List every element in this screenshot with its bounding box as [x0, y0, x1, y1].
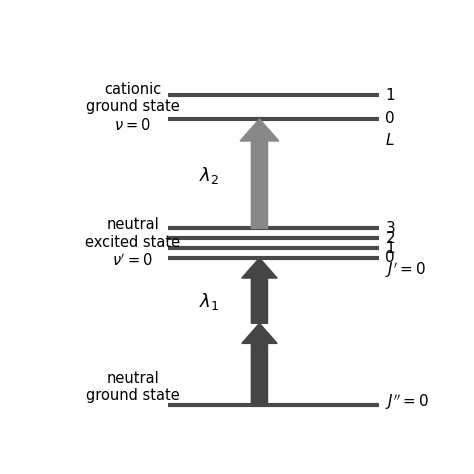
Text: 3: 3 [385, 221, 395, 236]
Text: 1: 1 [385, 241, 395, 255]
Text: L: L [385, 133, 394, 148]
Text: 0: 0 [385, 250, 395, 265]
Text: $\lambda_2$: $\lambda_2$ [199, 165, 219, 186]
Text: neutral
ground state: neutral ground state [86, 371, 180, 403]
Text: $J^{\prime} = 0$: $J^{\prime} = 0$ [385, 261, 426, 280]
Polygon shape [242, 258, 277, 323]
Text: cationic
ground state
$\nu = 0$: cationic ground state $\nu = 0$ [86, 82, 180, 133]
Text: 2: 2 [385, 231, 395, 246]
Polygon shape [240, 119, 279, 228]
Text: $J^{\prime\prime} = 0$: $J^{\prime\prime} = 0$ [385, 392, 429, 411]
Text: neutral
excited state
$\nu^{\prime} = 0$: neutral excited state $\nu^{\prime} = 0$ [85, 217, 180, 269]
Polygon shape [242, 323, 277, 405]
Text: 0: 0 [385, 111, 395, 127]
Text: $\lambda_1$: $\lambda_1$ [199, 291, 219, 312]
Text: 1: 1 [385, 88, 395, 103]
